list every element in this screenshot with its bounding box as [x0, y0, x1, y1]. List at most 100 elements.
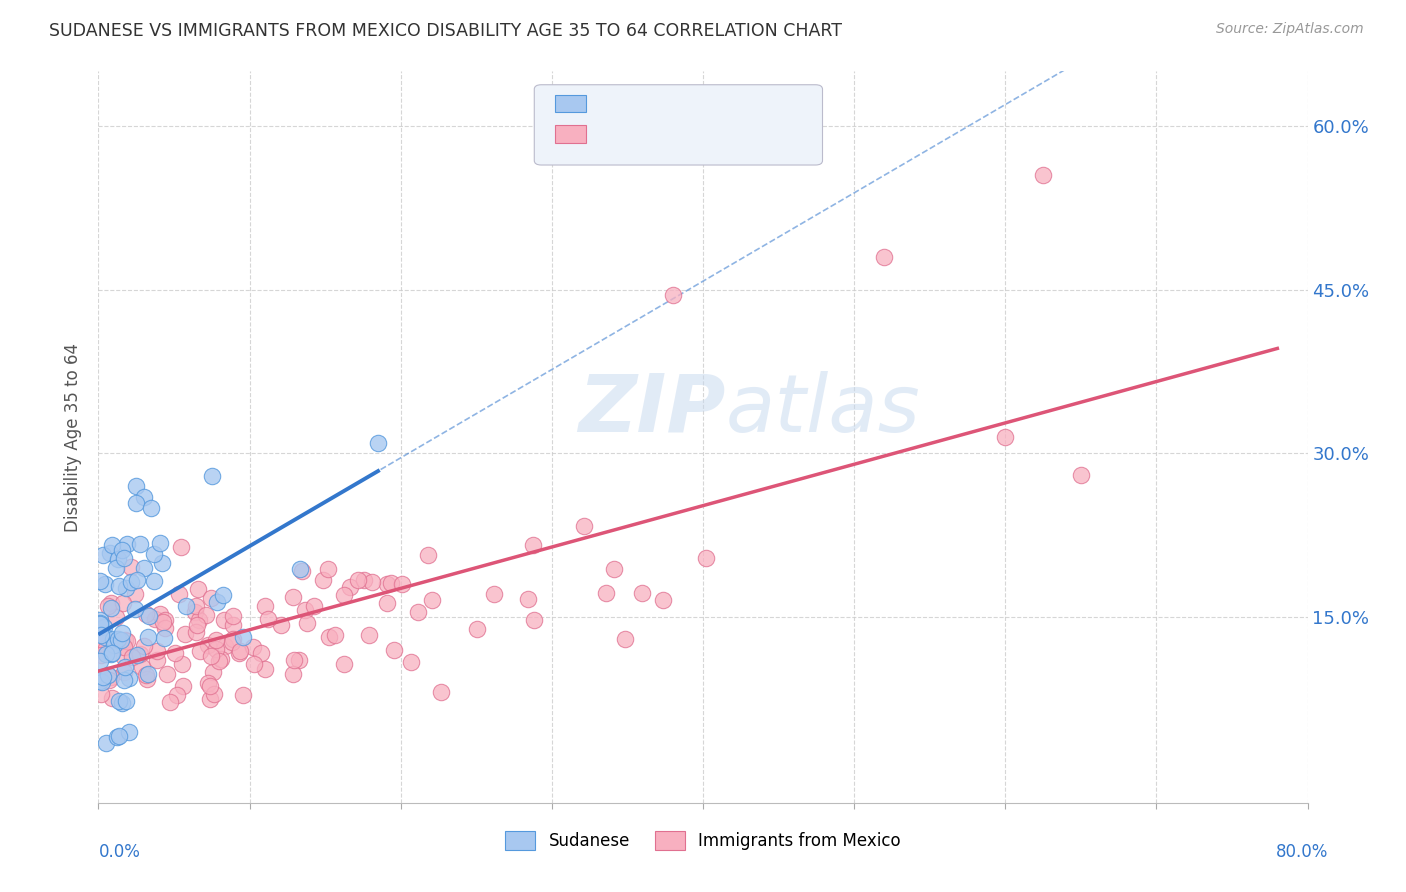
Point [205, 642, 228, 657]
Point [155, 621, 177, 635]
Point [94, 630, 117, 644]
Point [149, 536, 172, 550]
Point [103, 638, 125, 652]
Point [120, 560, 142, 574]
Point [281, 666, 304, 681]
Point [112, 650, 135, 665]
Point [406, 605, 429, 619]
Point [112, 551, 135, 566]
Point [184, 624, 207, 639]
Point [100, 596, 122, 610]
Point [294, 603, 316, 617]
Point [117, 536, 139, 550]
Point [127, 573, 149, 587]
Point [211, 588, 233, 602]
Point [121, 650, 143, 665]
Point [418, 548, 440, 562]
Point [603, 562, 626, 576]
Point [107, 632, 129, 646]
Point [136, 673, 159, 687]
Point [117, 633, 139, 648]
Point [97, 668, 120, 682]
Point [186, 618, 208, 632]
Point [114, 659, 136, 673]
Point [572, 519, 595, 533]
Point [131, 659, 153, 673]
Point [104, 609, 127, 624]
Point [172, 657, 194, 671]
Point [115, 581, 138, 595]
Point [661, 288, 683, 302]
Point [523, 613, 546, 627]
Point [146, 644, 169, 658]
Point [253, 599, 276, 614]
Point [229, 644, 252, 658]
Point [283, 652, 305, 666]
Text: 0.245: 0.245 [628, 98, 681, 116]
Point [184, 605, 207, 619]
Point [382, 643, 405, 657]
Text: ZIP: ZIP [578, 371, 725, 449]
Text: 0.0%: 0.0% [98, 843, 141, 861]
Point [98, 546, 121, 560]
Point [152, 556, 174, 570]
Point [202, 687, 225, 701]
Point [138, 609, 160, 624]
Point [163, 646, 186, 660]
Point [114, 632, 136, 647]
Point [333, 589, 356, 603]
Legend: Sudanese, Immigrants from Mexico: Sudanese, Immigrants from Mexico [499, 824, 907, 856]
Point [91, 670, 114, 684]
Point [125, 479, 148, 493]
Point [118, 724, 141, 739]
Point [522, 538, 544, 552]
Point [204, 633, 226, 648]
Point [100, 671, 122, 685]
Point [465, 622, 488, 636]
Point [228, 647, 250, 661]
Point [184, 599, 207, 613]
Point [100, 647, 122, 661]
Point [221, 635, 243, 649]
Point [270, 618, 292, 632]
Text: 0.319: 0.319 [628, 129, 681, 147]
Point [222, 618, 245, 632]
Point [101, 646, 124, 660]
Point [353, 573, 375, 587]
Point [346, 573, 368, 587]
Point [200, 679, 222, 693]
Point [93, 576, 115, 591]
Point [250, 646, 273, 660]
Point [200, 648, 222, 663]
Point [242, 640, 264, 654]
Point [197, 638, 219, 652]
Point [201, 469, 224, 483]
Point [318, 630, 340, 644]
Point [283, 591, 305, 605]
Point [187, 582, 209, 596]
Point [91, 548, 114, 562]
Point [110, 632, 132, 647]
Point [172, 679, 194, 693]
Point [208, 654, 231, 668]
Point [97, 673, 120, 687]
Point [156, 667, 179, 681]
Point [112, 640, 135, 655]
Point [377, 596, 399, 610]
Point [111, 625, 134, 640]
Point [107, 729, 129, 743]
Point [108, 694, 131, 708]
Point [391, 577, 413, 591]
Point [135, 607, 157, 621]
Point [613, 632, 636, 646]
Point [141, 501, 163, 516]
Point [93, 620, 115, 634]
Point [107, 552, 129, 566]
Point [174, 627, 197, 641]
Point [422, 593, 444, 607]
Point [94, 641, 117, 656]
Point [1032, 168, 1054, 182]
Point [135, 668, 157, 682]
Point [129, 647, 152, 661]
Point [129, 537, 152, 551]
